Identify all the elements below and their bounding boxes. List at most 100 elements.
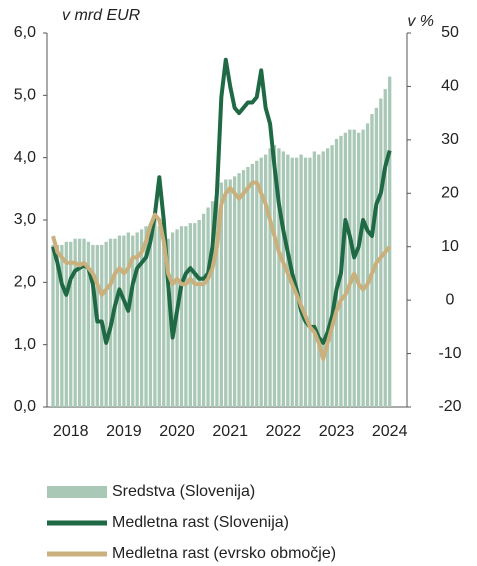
bar [86, 241, 91, 407]
bar [259, 157, 263, 407]
bar [308, 157, 312, 407]
bar [206, 207, 210, 407]
bar [69, 241, 73, 407]
bar [73, 238, 77, 407]
line [51, 180, 392, 361]
bar [268, 148, 272, 408]
bar [126, 232, 130, 407]
bar [104, 241, 108, 407]
bar [144, 226, 148, 407]
bar [343, 132, 348, 407]
bar [365, 123, 370, 407]
legend-swatch [47, 486, 107, 498]
y2-tick-label: 30 [441, 131, 459, 148]
y-tick-label: 5,0 [14, 87, 36, 104]
bar [139, 229, 144, 407]
bar [272, 145, 277, 407]
bar [117, 235, 122, 407]
y-tick-label: 3,0 [14, 211, 36, 228]
bar [55, 244, 60, 407]
bar [157, 226, 161, 407]
bar [219, 182, 223, 407]
bar [122, 235, 126, 407]
bar [241, 170, 246, 407]
x-tick-label: 2019 [106, 423, 142, 440]
y-axis-title: v mrd EUR [62, 7, 141, 24]
bar [188, 223, 192, 407]
bar [348, 129, 352, 407]
bar [82, 238, 86, 407]
legend-label: Sredstva (Slovenija) [112, 483, 255, 500]
bar [361, 129, 365, 407]
x-tick-label: 2024 [372, 423, 408, 440]
bar [237, 173, 241, 407]
bar [162, 238, 166, 407]
legend-label: Medletna rast (Slovenija) [112, 514, 289, 531]
legend-label: Medletna rast (evrsko območje) [112, 545, 336, 562]
y2-tick-label: 40 [441, 78, 459, 95]
bar [60, 244, 64, 407]
bar [77, 238, 82, 407]
bar [286, 154, 290, 407]
y2-tick-label: 10 [441, 238, 459, 255]
y-tick-label: 0,0 [14, 398, 36, 415]
bar [215, 195, 219, 407]
x-tick-label: 2020 [159, 423, 195, 440]
y-tick-label: 1,0 [14, 336, 36, 353]
y-tick-label: 4,0 [14, 149, 36, 166]
x-tick-label: 2022 [266, 423, 302, 440]
bar [334, 138, 339, 407]
bar [250, 163, 254, 407]
bar [317, 154, 321, 407]
bar [312, 151, 317, 407]
bar [95, 244, 99, 407]
bar [51, 244, 55, 407]
x-tick-label: 2021 [212, 423, 248, 440]
bar [263, 154, 268, 407]
y-tick-label: 2,0 [14, 274, 36, 291]
bar [303, 157, 308, 407]
y2-axis-title: v % [407, 13, 434, 30]
bar [326, 148, 330, 408]
bar [281, 151, 286, 407]
y2-tick-label: 0 [446, 291, 455, 308]
x-tick-label: 2023 [319, 423, 355, 440]
bar [153, 220, 157, 407]
bar [246, 167, 250, 407]
bar [388, 76, 392, 407]
bar [277, 148, 281, 408]
bar [193, 223, 197, 407]
bar [148, 226, 153, 407]
bar [370, 114, 374, 408]
bar [232, 176, 237, 407]
y-tick-label: 6,0 [14, 24, 36, 41]
bar [379, 98, 383, 407]
bar [197, 220, 201, 407]
y2-tick-label: 20 [441, 185, 459, 202]
bar [135, 232, 139, 407]
bar [224, 179, 228, 407]
bar [166, 238, 170, 407]
bar [228, 179, 232, 407]
bar [201, 213, 206, 407]
y2-tick-label: -20 [438, 398, 461, 415]
bar [330, 145, 334, 407]
bar [299, 154, 303, 407]
bar [113, 238, 117, 407]
bar [383, 89, 387, 407]
line [51, 57, 392, 345]
y2-tick-label: 50 [441, 24, 459, 41]
bar [179, 226, 184, 407]
bar [91, 244, 95, 407]
bar [374, 107, 379, 408]
bar [210, 201, 215, 407]
bar [184, 226, 188, 407]
bar [357, 132, 361, 407]
x-tick-label: 2018 [53, 423, 89, 440]
bar [131, 235, 135, 407]
bar [64, 241, 68, 407]
y2-tick-label: -10 [438, 345, 461, 362]
bar [255, 160, 259, 407]
bar [321, 151, 325, 407]
